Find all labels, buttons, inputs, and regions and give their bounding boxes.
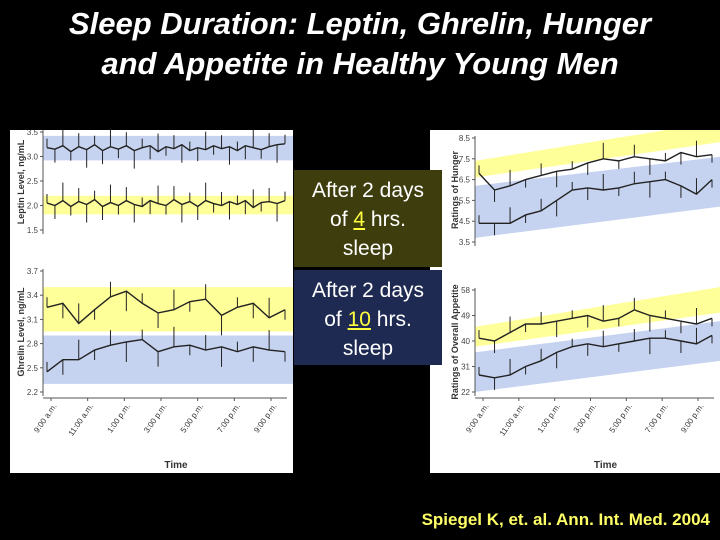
appetite-y-tick-label-2: 40 xyxy=(461,337,470,346)
leptin-y-tick-label-1: 3.0 xyxy=(27,153,39,162)
hunger-band-1 xyxy=(475,156,720,238)
ghrelin-y-tick-label-2: 3.1 xyxy=(27,315,39,324)
overlay-10-line-2: of 10 hrs. xyxy=(294,305,442,334)
overlay-4-hours-number: 4 xyxy=(353,208,366,231)
overlay-4-line-3: sleep xyxy=(342,237,394,260)
overlay-4-line-1: After 2 days xyxy=(311,179,425,202)
appetite-x-tick-label-4: 5:00 p.m. xyxy=(607,402,634,434)
right-chart-panel: 8.5 7.5 6.5 5.5 4.5 3.5 Ratings of Hunger 58 49 4… xyxy=(430,121,720,473)
ghrelin-x-tick-label-3: 3:00 p.m. xyxy=(142,402,169,434)
appetite-x-tick-label-3: 3:00 p.m. xyxy=(572,402,599,434)
ghrelin-y-tick-label-0: 3.7 xyxy=(27,267,39,276)
appetite-y-tick-label-1: 49 xyxy=(461,312,470,321)
overlay-4-hours: After 2 days of 4 hrs. sleep xyxy=(294,170,442,267)
ghrelin-y-tick-label-5: 2.2 xyxy=(27,388,39,397)
appetite-y-tick-label-0: 58 xyxy=(461,286,470,295)
overlay-10-line-3: sleep xyxy=(342,337,394,360)
leptin-y-tick-label-4: 1.5 xyxy=(27,226,39,235)
appetite-y-tick-label-4: 22 xyxy=(461,388,470,397)
appetite-band-1 xyxy=(475,321,720,392)
ghrelin-x-axis-label: Time xyxy=(164,460,188,471)
overlay-4-line-2: of 4 hrs. xyxy=(294,205,442,234)
appetite-x-axis-label: Time xyxy=(594,460,618,471)
ghrelin-band-0 xyxy=(43,287,293,332)
title-line-2: and Appetite in Healthy Young Men xyxy=(101,46,619,81)
hunger-band-0 xyxy=(475,121,720,178)
ghrelin-series-0-line xyxy=(46,290,286,325)
left-chart-panel: 3.5 3.0 2.5 2.0 1.5 Leptin Level, ng/mL 3.7 3.4… xyxy=(10,127,293,473)
slide-title: Sleep Duration: Leptin, Ghrelin, Hunger … xyxy=(0,4,720,84)
leptin-band-1 xyxy=(43,195,293,215)
overlay-10-line-1: After 2 days xyxy=(311,279,425,302)
appetite-x-tick-label-1: 11:00 a.m. xyxy=(498,402,527,438)
hunger-y-tick-label-5: 3.5 xyxy=(459,238,471,247)
ghrelin-x-tick-label-5: 7:00 p.m. xyxy=(215,402,242,434)
ghrelin-x-tick-label-1: 11:00 a.m. xyxy=(67,402,96,438)
appetite-x-tick-label-5: 7:00 p.m. xyxy=(643,402,670,434)
ghrelin-y-tick-label-3: 2.8 xyxy=(27,340,39,349)
citation: Spiegel K, et. al. Ann. Int. Med. 2004 xyxy=(421,510,710,529)
appetite-x-tick-label-0: 9:00 a.m. xyxy=(464,402,491,434)
appetite-series-1-line xyxy=(478,334,713,379)
overlay-10-hours-number: 10 xyxy=(347,308,371,331)
ghrelin-series-1-line xyxy=(46,338,286,373)
appetite-y-axis-label: Ratings of Overall Appetite xyxy=(450,284,460,399)
hunger-y-tick-label-0: 8.5 xyxy=(459,134,471,143)
hunger-y-tick-label-3: 5.5 xyxy=(459,196,471,205)
appetite-y-tick-label-3: 31 xyxy=(461,363,470,372)
hunger-appetite-charts: 8.5 7.5 6.5 5.5 4.5 3.5 Ratings of Hunger 58 49 4… xyxy=(450,121,720,471)
leptin-y-tick-label-2: 2.5 xyxy=(27,177,39,186)
ghrelin-band-1 xyxy=(43,335,293,384)
leptin-y-tick-label-0: 3.5 xyxy=(27,130,39,137)
ghrelin-x-tick-label-2: 1:00 p.m. xyxy=(105,402,132,434)
ghrelin-y-tick-label-1: 3.4 xyxy=(27,291,39,300)
overlay-4-prefix: of xyxy=(330,208,354,231)
overlay-10-suffix: hrs. xyxy=(370,308,412,331)
ghrelin-y-axis-label: Ghrelin Level, ng/mL xyxy=(16,287,26,377)
hunger-y-tick-label-1: 7.5 xyxy=(459,155,471,164)
leptin-y-tick-label-3: 2.0 xyxy=(27,202,39,211)
hunger-series-0-line xyxy=(478,151,713,191)
overlay-10-hours: After 2 days of 10 hrs. sleep xyxy=(294,270,442,365)
ghrelin-x-tick-label-4: 5:00 p.m. xyxy=(179,402,206,434)
leptin-band-0 xyxy=(43,135,293,161)
hunger-series-1-line xyxy=(479,178,713,224)
title-line-1: Sleep Duration: Leptin, Ghrelin, Hunger xyxy=(68,6,652,41)
hunger-y-tick-label-2: 6.5 xyxy=(459,176,471,185)
appetite-x-tick-label-2: 1:00 p.m. xyxy=(536,402,563,434)
leptin-y-axis-label: Leptin Level, ng/mL xyxy=(16,139,26,224)
appetite-x-tick-label-6: 9:00 p.m. xyxy=(679,402,706,434)
overlay-10-prefix: of xyxy=(324,308,348,331)
appetite-series-0-line xyxy=(478,309,713,342)
overlay-4-suffix: hrs. xyxy=(365,208,406,231)
hunger-y-tick-label-4: 4.5 xyxy=(459,217,471,226)
ghrelin-x-tick-label-0: 9:00 a.m. xyxy=(32,402,59,434)
ghrelin-y-tick-label-4: 2.5 xyxy=(27,364,39,373)
hunger-y-axis-label: Ratings of Hunger xyxy=(450,151,460,229)
ghrelin-x-tick-label-6: 9:00 p.m. xyxy=(252,402,279,434)
appetite-band-0 xyxy=(475,287,720,347)
